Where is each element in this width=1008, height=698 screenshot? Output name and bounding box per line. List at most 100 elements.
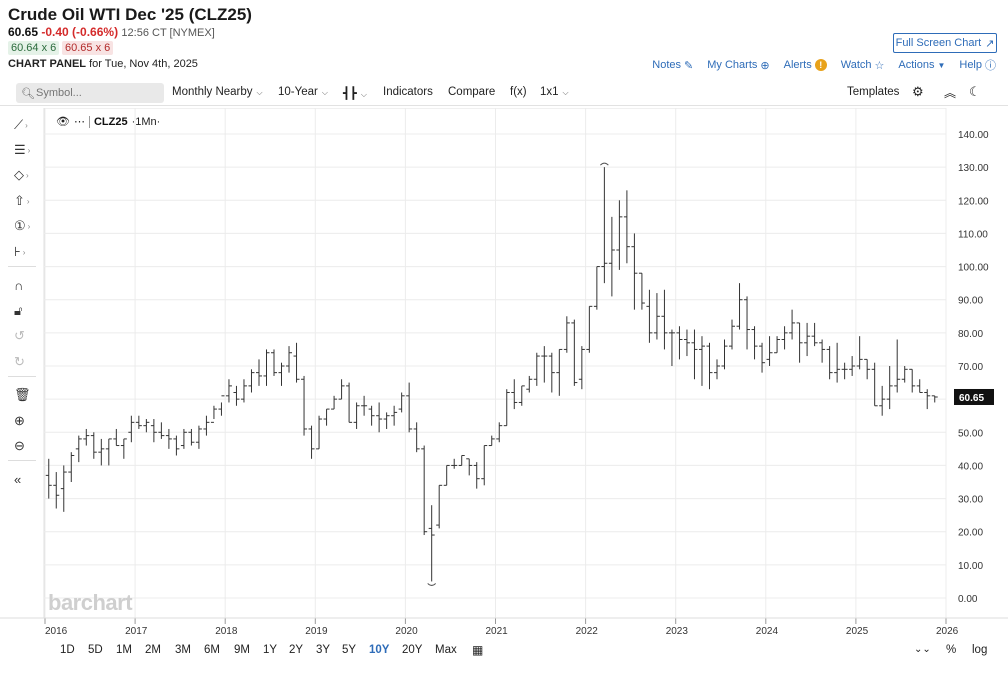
- redo-button[interactable]: ↻: [14, 352, 40, 372]
- chart-panel-date: for Tue, Nov 4th, 2025: [89, 58, 198, 70]
- notes-link[interactable]: Notes ✎: [652, 59, 693, 72]
- chevron-down-icon: ⌵: [562, 88, 569, 97]
- ohlc-bar: [458, 454, 465, 466]
- y-tick-label: 80.00: [958, 329, 983, 340]
- measure-tool[interactable]: ⊦ ›: [14, 242, 40, 262]
- x-tick-label: 2021: [486, 626, 509, 637]
- ohlc-bar: [586, 305, 593, 353]
- fibonacci-tool[interactable]: ☰ ›: [14, 140, 40, 160]
- ohlc-bar: [406, 382, 413, 433]
- ohlc-bar: [841, 362, 848, 380]
- ohlc-bar: [533, 352, 540, 386]
- y-tick-label: 100.00: [958, 263, 989, 274]
- range-2y[interactable]: 2Y: [289, 644, 304, 656]
- ohlc-bar: [165, 428, 172, 449]
- zoom-in-button[interactable]: ⊕: [14, 411, 40, 431]
- ohlc-bar: [436, 484, 443, 529]
- settings-gear-icon[interactable]: ⚙: [912, 84, 924, 99]
- magnet-tool[interactable]: ∩: [14, 275, 40, 295]
- more-dots-icon[interactable]: ⋯: [73, 116, 85, 128]
- ohlc-bar: [518, 385, 525, 406]
- range-2m[interactable]: 2M: [145, 644, 161, 656]
- templates-button[interactable]: Templates: [847, 86, 900, 98]
- bar-type-dropdown[interactable]: ┫┣ ⌵: [343, 86, 367, 100]
- compare-button[interactable]: Compare: [448, 86, 496, 98]
- range-1m[interactable]: 1M: [116, 644, 132, 656]
- eye-icon[interactable]: 👁︎: [56, 116, 70, 128]
- calendar-icon[interactable]: ▦: [472, 643, 484, 657]
- period-dropdown[interactable]: 10-Year ⌵: [278, 86, 328, 98]
- ohlc-bar: [90, 432, 97, 459]
- y-tick-label: 30.00: [958, 495, 983, 506]
- ohlc-bar: [826, 346, 833, 380]
- function-button[interactable]: f(x): [510, 86, 527, 98]
- ohlc-bar: [541, 346, 548, 383]
- ohlc-bar: [789, 309, 796, 340]
- ohlc-bar: [668, 329, 675, 366]
- shapes-tool[interactable]: ◇ ›: [14, 165, 40, 185]
- range-9m[interactable]: 9M: [234, 644, 250, 656]
- ohlc-bar: [368, 405, 375, 426]
- ohlc-bar: [691, 329, 698, 380]
- ohlc-bar: [60, 465, 67, 512]
- alert-icon: !: [814, 59, 827, 71]
- ohlc-bar: [353, 402, 360, 429]
- watch-link[interactable]: Watch ☆: [841, 59, 885, 72]
- price-chart[interactable]: 0.0010.0020.0030.0040.0050.0060.0070.008…: [0, 108, 1008, 638]
- theme-moon-icon[interactable]: ☾: [969, 84, 981, 99]
- y-tick-label: 90.00: [958, 296, 983, 307]
- annotation-tool[interactable]: ① ›: [14, 216, 40, 236]
- ohlc-bar: [871, 362, 878, 407]
- range-1d[interactable]: 1D: [60, 644, 75, 656]
- ohlc-bar: [901, 366, 908, 383]
- ohlc-bar: [308, 425, 315, 459]
- monthly-nearby-dropdown[interactable]: Monthly Nearby ⌵: [172, 86, 263, 98]
- range-5d[interactable]: 5D: [88, 644, 103, 656]
- range-1y[interactable]: 1Y: [263, 644, 278, 656]
- ohlc-bar: [421, 445, 428, 536]
- my-charts-link[interactable]: My Charts ⊕: [707, 59, 769, 72]
- symbol-search-input[interactable]: [16, 83, 164, 103]
- indicators-button[interactable]: Indicators: [383, 86, 433, 98]
- lock-tool[interactable]: 🔓︎: [14, 301, 40, 321]
- ohlc-bar: [713, 359, 720, 380]
- full-screen-chart-button[interactable]: Full Screen Chart ↗: [893, 33, 997, 53]
- quote-time: 12:56 CT [NYMEX]: [121, 27, 215, 39]
- collapse-sidebar-button[interactable]: «: [14, 469, 40, 489]
- log-scale-toggle[interactable]: log: [972, 644, 988, 656]
- ohlc-bar: [391, 405, 398, 426]
- x-tick-label: 2023: [666, 626, 689, 637]
- help-link[interactable]: Help ⓘ: [959, 57, 996, 73]
- percent-scale-toggle[interactable]: %: [946, 644, 957, 656]
- range-3y[interactable]: 3Y: [316, 644, 331, 656]
- delete-drawings-button[interactable]: 🗑︎: [14, 385, 40, 405]
- alerts-link[interactable]: Alerts!: [784, 59, 827, 71]
- range-20y[interactable]: 20Y: [402, 644, 423, 656]
- layout-dropdown[interactable]: 1x1 ⌵: [540, 86, 569, 98]
- ohlc-bar: [466, 458, 473, 476]
- zoom-out-button[interactable]: ⊖: [14, 436, 40, 456]
- range-5y[interactable]: 5Y: [342, 644, 357, 656]
- ohlc-bar: [225, 379, 232, 403]
- arrow-tool[interactable]: ⇧ ›: [14, 191, 40, 211]
- fib-lines-icon: ☰: [14, 142, 26, 157]
- ohlc-bar: [503, 389, 510, 427]
- collapse-up-icon[interactable]: ︽: [944, 86, 957, 100]
- external-arrow-icon: ↗: [985, 37, 995, 50]
- last-price-text: 60.65: [959, 393, 984, 404]
- chart-toolbar: 🔍︎ Monthly Nearby⌵ 10-Year⌵ ┫┣⌵ Indicato…: [0, 80, 1008, 106]
- double-chevron-down-icon[interactable]: ⌄⌄: [914, 644, 931, 655]
- range-10y[interactable]: 10Y: [369, 644, 390, 656]
- range-6m[interactable]: 6M: [204, 644, 220, 656]
- range-max[interactable]: Max: [435, 644, 457, 656]
- ohlc-bar: [240, 379, 247, 403]
- trendline-tool[interactable]: ⟋ ›: [14, 115, 40, 135]
- undo-button[interactable]: ↺: [14, 326, 40, 346]
- ohlc-bar-icon: ┫┣: [343, 88, 357, 100]
- chart-grid: [43, 108, 947, 619]
- range-3m[interactable]: 3M: [175, 644, 191, 656]
- my-charts-label: My Charts: [707, 59, 758, 71]
- y-tick-label: 10.00: [958, 561, 983, 572]
- x-tick-label: 2022: [576, 626, 599, 637]
- actions-menu[interactable]: Actions ▼: [898, 59, 945, 71]
